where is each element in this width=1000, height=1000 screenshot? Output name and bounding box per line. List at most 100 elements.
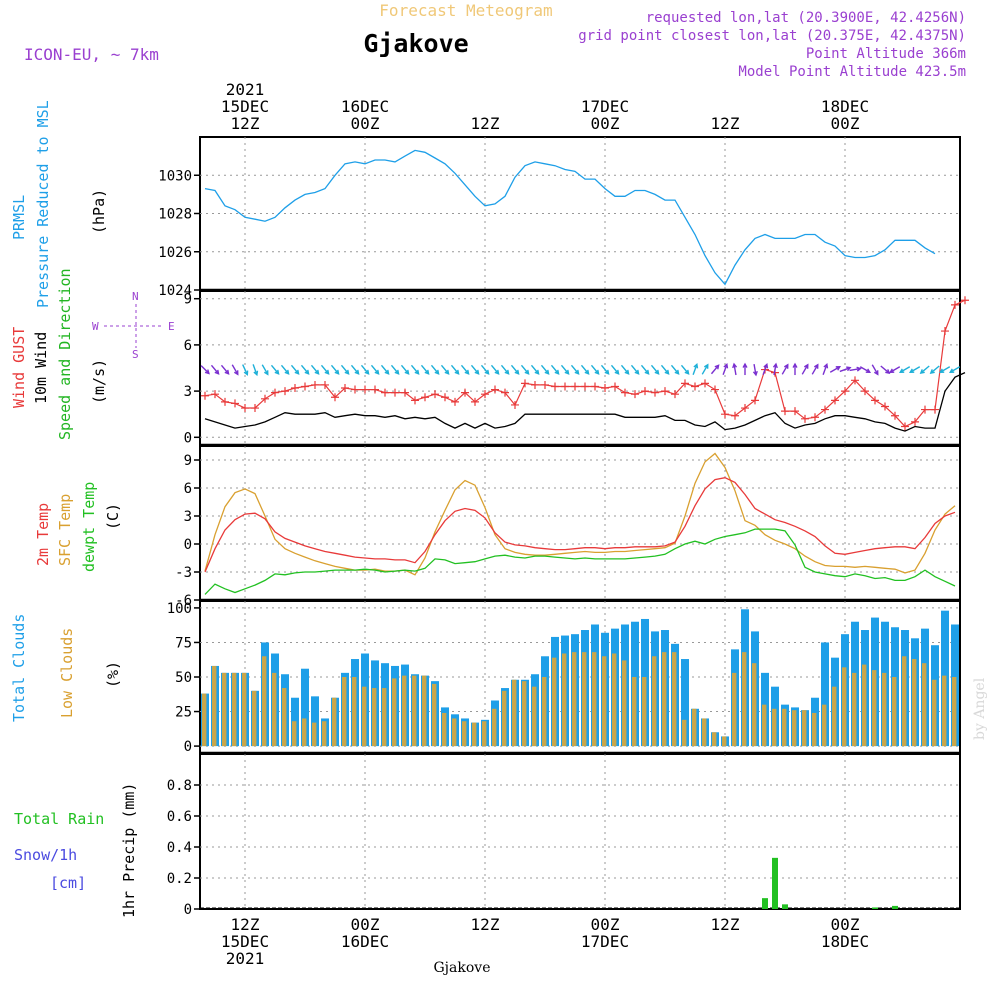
wind-arrow	[920, 365, 930, 374]
wind-arrow	[540, 364, 550, 375]
wind-arrow-head	[514, 369, 520, 375]
gust-marker	[271, 388, 279, 397]
wind-arrow-head	[693, 363, 699, 369]
low-cloud-bar	[512, 679, 517, 747]
wind-arrow-head	[772, 362, 778, 369]
wind-arrow	[330, 364, 340, 375]
wind-arrow-head	[624, 369, 630, 375]
gust-marker	[491, 385, 499, 394]
wind-arrow	[270, 364, 280, 375]
wind-arrow	[360, 364, 370, 375]
low-cloud-bar	[712, 732, 717, 747]
low-cloud-bar	[812, 712, 817, 747]
low-cloud-bar	[932, 679, 937, 747]
gust-marker	[241, 404, 249, 413]
low-cloud-bar	[282, 688, 287, 747]
gust-marker	[811, 413, 819, 422]
wind-arrow	[320, 364, 330, 375]
wind-arrow-head	[504, 369, 510, 375]
wind-arrow-head	[344, 369, 350, 375]
wind-arrow	[762, 364, 768, 375]
temp-ytick-label: 6	[184, 481, 192, 497]
gust-marker	[501, 388, 509, 397]
wind-arrow	[839, 367, 851, 373]
precip-ytick-label: 0.6	[167, 809, 192, 825]
prmsl-label: PRMSL	[10, 195, 28, 240]
wind-arrow	[640, 364, 650, 375]
gust-marker	[871, 396, 879, 405]
gust-marker	[341, 384, 349, 393]
gust-marker	[861, 387, 869, 396]
time-label: 2021	[226, 949, 265, 968]
wind-arrow-head	[374, 369, 380, 375]
gust-marker	[511, 400, 519, 409]
wind-arrow-head	[544, 369, 550, 375]
total-cloud-bar	[821, 642, 829, 747]
gust-marker	[381, 388, 389, 397]
wind-arrow	[859, 366, 871, 373]
cloud-ytick-label: 100	[167, 601, 192, 617]
gust-marker	[291, 384, 299, 393]
cloud-unit: (%)	[104, 661, 122, 688]
wind-arrow-head	[524, 369, 530, 375]
wind-ytick-label: 3	[184, 384, 192, 400]
wind-arrow	[280, 364, 290, 375]
wind-arrow	[849, 367, 861, 372]
wind-arrow-head	[684, 369, 690, 375]
wind-ytick-label: 6	[184, 338, 192, 354]
wind-arrow-head	[334, 369, 340, 375]
gust-marker	[281, 387, 289, 396]
wind-arrow-head	[214, 369, 220, 375]
compass-w: W	[92, 320, 99, 333]
gust-marker	[431, 390, 439, 399]
total-cloud-bar	[311, 696, 319, 747]
wind-arrow	[470, 364, 480, 375]
low-cloud-bar	[912, 659, 917, 747]
wind-panel: 0 3 6 9	[184, 290, 969, 446]
gust-marker	[821, 405, 829, 414]
wind-arrow-head	[424, 369, 430, 375]
low-cloud-bar	[452, 718, 457, 747]
low-cloud-bar	[592, 652, 597, 747]
wind-arrow-head	[654, 369, 660, 375]
point-altitude: Point Altitude 366m	[806, 46, 966, 62]
wind-arrow-head	[253, 370, 259, 377]
wind-arrow-head	[464, 369, 470, 375]
low-cloud-bar	[362, 686, 367, 747]
gust-marker	[801, 414, 809, 423]
time-label: 00Z	[591, 915, 620, 934]
cloud-panel: 0 25 50 75 100	[167, 600, 961, 755]
wind-arrow-head	[714, 364, 720, 370]
time-label: 15DEC	[221, 97, 269, 116]
low-cloud-bar	[432, 683, 437, 747]
wind-arrow-head	[846, 366, 852, 372]
wind-arrow	[530, 364, 540, 375]
low-cloud-bar	[852, 672, 857, 747]
wind-arrow-head	[813, 363, 819, 369]
wind-arrow-head	[314, 369, 320, 375]
wind-arrow	[701, 364, 709, 375]
gust-marker	[521, 379, 529, 388]
low-cloud-bar	[862, 664, 867, 747]
gust-marker	[201, 391, 209, 400]
low-cloud-bar	[742, 652, 747, 747]
wind10m-label: 10m Wind	[32, 332, 50, 404]
wind-arrow-head	[584, 369, 590, 375]
pressure-ytick-label: 1028	[158, 207, 192, 223]
wind-arrow	[630, 364, 640, 375]
temp-ytick-label: 0	[184, 537, 192, 553]
low-cloud-bar	[542, 677, 547, 747]
sfc-temp-label: SFC Temp	[56, 494, 74, 566]
wind-unit: (m/s)	[90, 359, 108, 404]
wind-arrow-head	[224, 369, 230, 375]
snow-unit-label: [cm]	[50, 874, 86, 892]
wind-arrow-head	[594, 369, 600, 375]
gust-marker	[651, 388, 659, 397]
compass-n: N	[132, 290, 139, 303]
wind-arrow-head	[494, 369, 500, 375]
low-cloud-bar	[552, 657, 557, 747]
gust-marker	[451, 397, 459, 406]
wind-arrow	[930, 365, 940, 374]
gust-marker	[361, 385, 369, 394]
compass-rose: N W E S	[92, 290, 175, 361]
